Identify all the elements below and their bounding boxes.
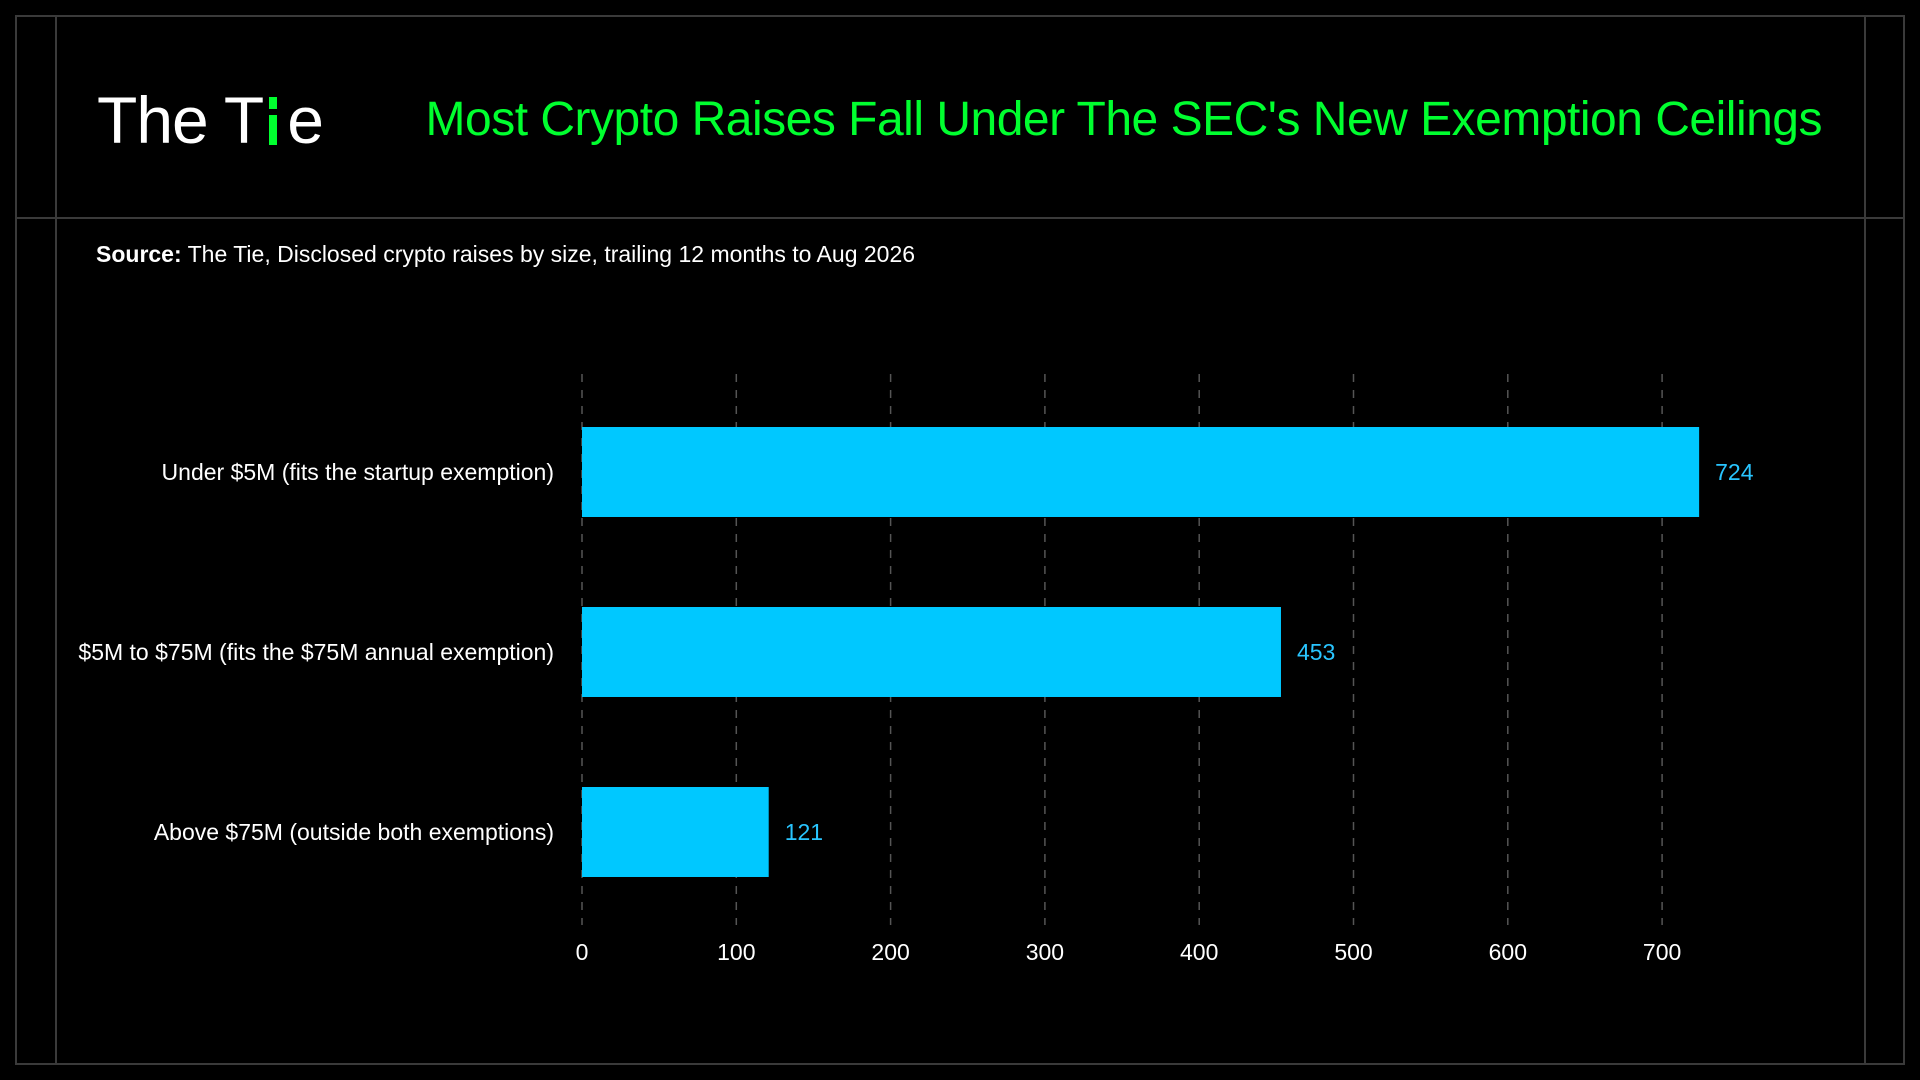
logo-text-start: The T [97,83,264,157]
header-divider [15,217,1905,219]
frame-inner-right-rule [1864,15,1866,1065]
x-tick-label-0: 0 [576,939,589,965]
category-label-1: $5M to $75M (fits the $75M annual exempt… [78,639,554,665]
labels: 0 100 200 300 400 500 600 700 Under $5M (fits th… [78,459,1753,965]
brand-logo: The T e [97,83,324,157]
bar-2 [582,787,769,877]
x-tick-label-600: 600 [1489,939,1527,965]
x-tick-label-200: 200 [871,939,909,965]
x-tick-label-700: 700 [1643,939,1681,965]
frame-inner-left-rule [55,15,57,1065]
value-label-1: 453 [1297,639,1335,665]
category-label-2: Above $75M (outside both exemptions) [154,819,554,845]
chart-title: Most Crypto Raises Fall Under The SEC's … [425,93,1823,146]
bars [582,427,1700,877]
frame-top-border [15,15,1905,17]
frame-left-border [15,15,17,1065]
frame-bottom-border [15,1063,1905,1065]
category-label-0: Under $5M (fits the startup exemption) [162,459,554,485]
source-text: The Tie, Disclosed crypto raises by size… [181,241,916,267]
x-tick-label-400: 400 [1180,939,1218,965]
x-tick-label-100: 100 [717,939,755,965]
source-note: Source: The Tie, Disclosed crypto raises… [96,240,915,268]
x-tick-label-300: 300 [1026,939,1064,965]
value-label-0: 724 [1715,459,1754,485]
logo-text-end: e [287,83,324,157]
value-label-2: 121 [785,819,823,845]
frame-right-border [1903,15,1905,1065]
x-tick-label-500: 500 [1334,939,1372,965]
bar-1 [582,607,1281,697]
logo-i-mark-icon [267,97,281,145]
bar-0 [582,427,1700,517]
source-label: Source: [96,241,182,267]
